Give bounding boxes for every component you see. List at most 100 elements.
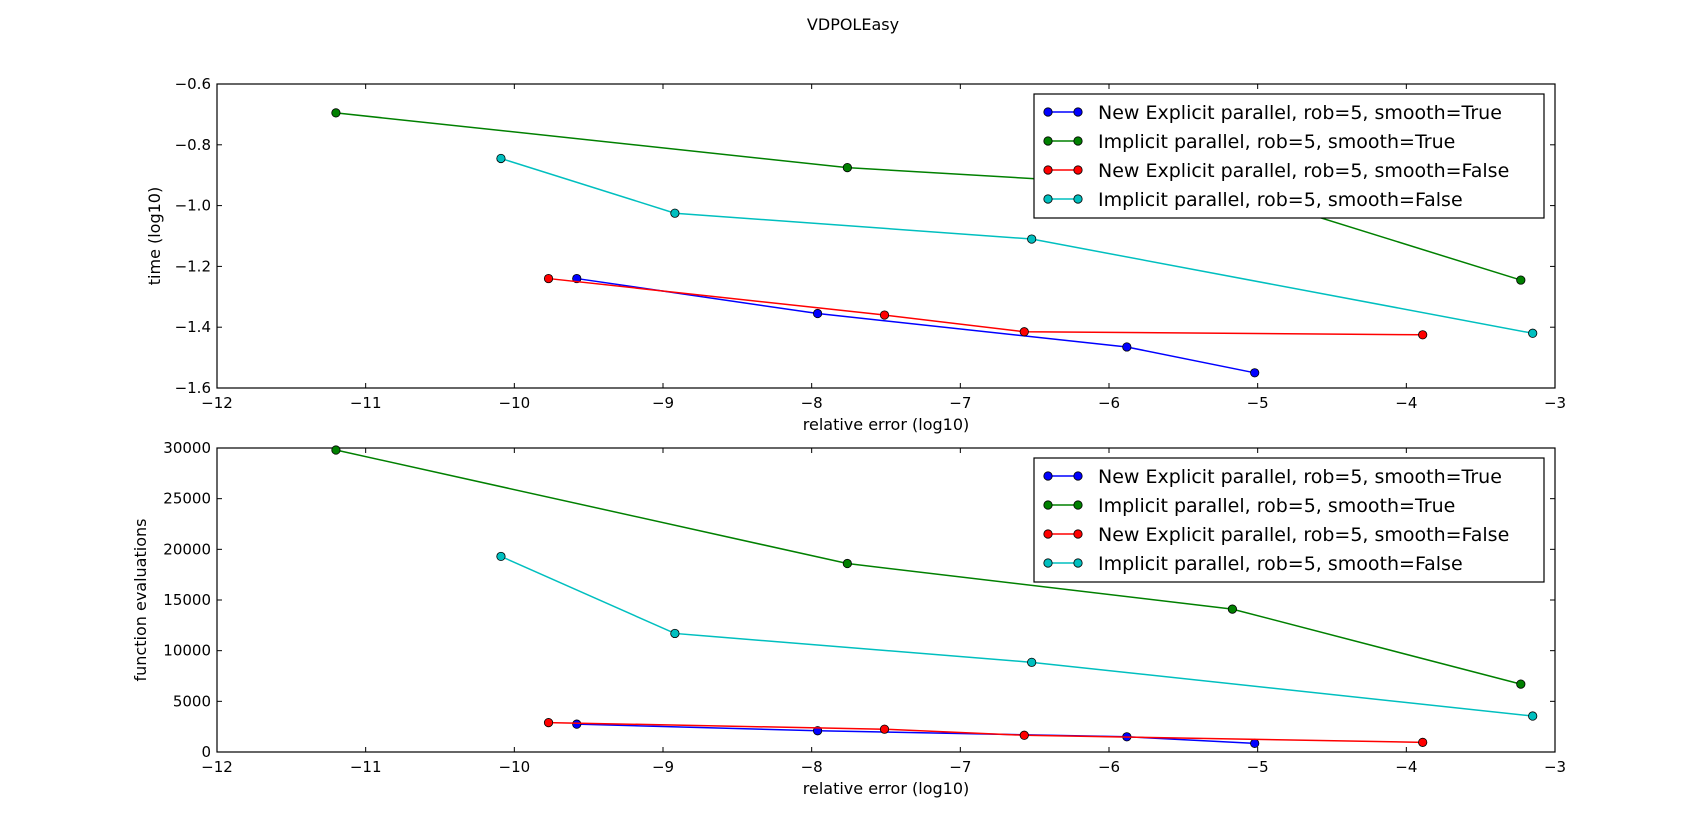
x-tick-label: −3 [1544, 394, 1566, 412]
x-tick-label: −8 [801, 394, 823, 412]
plot-area [331, 445, 1538, 748]
legend-entry: Implicit parallel, rob=5, smooth=False [1098, 553, 1463, 575]
data-point [1019, 730, 1029, 740]
x-tick-label: −6 [1098, 394, 1120, 412]
legend-marker [1073, 500, 1083, 510]
legend-marker [1073, 558, 1083, 568]
legend: New Explicit parallel, rob=5, smooth=Tru… [1033, 93, 1545, 219]
legend-marker [1073, 107, 1083, 117]
series-line-0 [576, 723, 1255, 745]
legend-box [1033, 93, 1545, 219]
data-point [1516, 275, 1526, 285]
data-point [813, 308, 823, 319]
series-line-0 [576, 277, 1255, 374]
data-point [1227, 604, 1237, 614]
x-tick-label: −8 [801, 758, 823, 776]
x-tick-label: −6 [1098, 758, 1120, 776]
data-point [1528, 711, 1538, 721]
legend-entry: Implicit parallel, rob=5, smooth=True [1098, 495, 1455, 517]
x-tick-label: −10 [499, 758, 531, 776]
data-point [879, 310, 890, 320]
y-tick-label: −1.4 [175, 318, 211, 336]
legend-marker [1043, 194, 1053, 204]
data-point [1027, 234, 1037, 244]
legend: New Explicit parallel, rob=5, smooth=Tru… [1033, 457, 1545, 583]
x-tick-label: −3 [1544, 758, 1566, 776]
series-line-2 [548, 721, 1423, 744]
x-tick-label: −4 [1395, 394, 1417, 412]
legend-marker [1073, 165, 1083, 175]
x-tick-label: −11 [350, 394, 382, 412]
y-tick-label: −1.6 [175, 379, 211, 397]
data-point [543, 718, 554, 728]
y-axis-label: time (log10) [145, 187, 164, 285]
bottom-plot-function-evaluations: −12 −11 −10 −9 −8 −7 −6 −5 −4 −3 0 5000 10000 15000 20… [131, 439, 1566, 798]
x-tick-label: −12 [201, 394, 233, 412]
legend-marker [1043, 136, 1053, 146]
x-tick-label: −4 [1395, 758, 1417, 776]
data-point [1250, 738, 1260, 748]
legend-box [1033, 457, 1545, 583]
legend-entry: New Explicit parallel, rob=5, smooth=Fal… [1098, 524, 1509, 546]
data-point [1418, 330, 1428, 340]
x-tick-label: −9 [652, 758, 674, 776]
axes-frame [216, 83, 1556, 389]
x-tick-label: −12 [201, 758, 233, 776]
figure-title: VDPOLEasy [807, 15, 899, 34]
legend-entry: Implicit parallel, rob=5, smooth=True [1098, 131, 1455, 153]
legend-entry: New Explicit parallel, rob=5, smooth=Fal… [1098, 160, 1509, 182]
data-point [496, 551, 506, 562]
y-axis-label: function evaluations [131, 519, 150, 682]
x-axis-label: relative error (log10) [803, 779, 970, 798]
legend-marker [1073, 471, 1083, 481]
legend-marker [1043, 529, 1053, 539]
legend-marker [1043, 558, 1053, 568]
x-tick-label: −9 [652, 394, 674, 412]
data-point [331, 108, 341, 118]
y-tick-label: 20000 [163, 540, 211, 558]
legend-marker [1043, 471, 1053, 481]
legend-entry: New Explicit parallel, rob=5, smooth=Tru… [1098, 102, 1502, 124]
series-line-1 [335, 449, 1521, 685]
y-tick-label: −1.0 [175, 197, 211, 215]
data-point [496, 153, 506, 164]
y-tick-label: 15000 [163, 591, 211, 609]
data-point [1122, 342, 1132, 352]
legend-marker [1043, 107, 1053, 117]
x-tick-label: −11 [350, 758, 382, 776]
y-tick-label: −0.6 [175, 75, 211, 93]
data-point [572, 719, 582, 729]
data-point [670, 208, 680, 218]
legend-entry: New Explicit parallel, rob=5, smooth=Tru… [1098, 466, 1502, 488]
data-point [1418, 737, 1428, 747]
x-tick-label: −5 [1247, 758, 1269, 776]
data-point [1250, 368, 1260, 378]
y-tick-label: −0.8 [175, 136, 211, 154]
legend-marker [1073, 136, 1083, 146]
series-line-3 [500, 555, 1533, 717]
data-point [879, 724, 890, 734]
data-point [842, 558, 852, 569]
series-line-2 [548, 277, 1423, 336]
legend-marker [1043, 500, 1053, 510]
x-tick-label: −10 [499, 394, 531, 412]
legend-marker [1043, 165, 1053, 175]
y-tick-label: 25000 [163, 490, 211, 508]
y-tick-label: 5000 [173, 692, 211, 710]
x-tick-label: −7 [949, 394, 971, 412]
x-tick-label: −5 [1247, 394, 1269, 412]
legend-entry: Implicit parallel, rob=5, smooth=False [1098, 189, 1463, 211]
x-axis-label: relative error (log10) [803, 415, 970, 434]
x-tick-label: −7 [949, 758, 971, 776]
y-tick-label: 0 [201, 743, 211, 761]
top-plot-time: −12 −11 −10 −9 −8 −7 −6 −5 −4 −3 −1.6 −1.4 −1.2 −1.0 −… [145, 75, 1566, 434]
data-point [842, 163, 852, 173]
series-line-3 [500, 157, 1533, 335]
data-point [1528, 328, 1538, 338]
y-tick-label: 10000 [163, 642, 211, 660]
y-tick-label: 30000 [163, 439, 211, 457]
data-point [670, 628, 680, 639]
data-point [331, 445, 341, 455]
data-point [543, 273, 554, 284]
